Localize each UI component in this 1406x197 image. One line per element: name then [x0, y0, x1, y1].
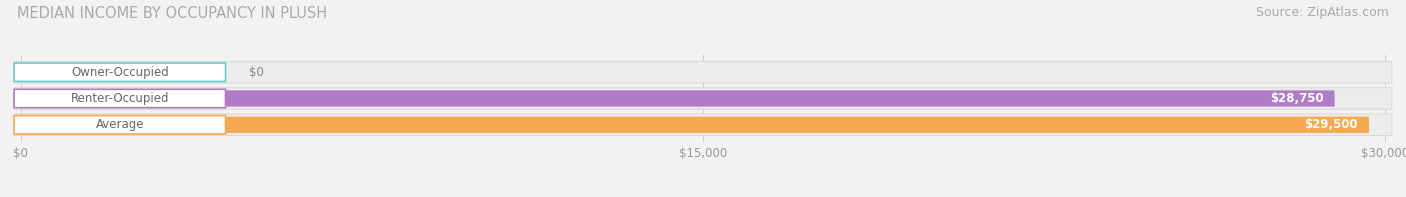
FancyBboxPatch shape: [14, 63, 225, 81]
Text: $28,750: $28,750: [1270, 92, 1323, 105]
Text: Average: Average: [96, 118, 143, 131]
FancyBboxPatch shape: [14, 61, 1392, 83]
Text: Source: ZipAtlas.com: Source: ZipAtlas.com: [1256, 6, 1389, 19]
Text: $29,500: $29,500: [1305, 118, 1358, 131]
FancyBboxPatch shape: [14, 89, 225, 108]
FancyBboxPatch shape: [14, 114, 1392, 136]
Text: Owner-Occupied: Owner-Occupied: [70, 66, 169, 79]
Text: $0: $0: [249, 66, 263, 79]
FancyBboxPatch shape: [14, 117, 1369, 133]
FancyBboxPatch shape: [14, 90, 1334, 107]
FancyBboxPatch shape: [14, 116, 225, 134]
Text: Renter-Occupied: Renter-Occupied: [70, 92, 169, 105]
Text: MEDIAN INCOME BY OCCUPANCY IN PLUSH: MEDIAN INCOME BY OCCUPANCY IN PLUSH: [17, 6, 328, 21]
FancyBboxPatch shape: [14, 88, 1392, 109]
FancyBboxPatch shape: [14, 64, 173, 80]
